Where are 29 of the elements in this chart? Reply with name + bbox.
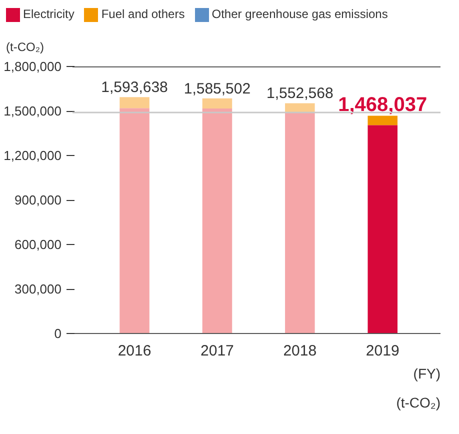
- x-axis-title: (FY): [413, 366, 441, 382]
- bar: [285, 103, 315, 112]
- bar: [368, 116, 398, 126]
- total-label: 1,585,502: [184, 80, 251, 98]
- total-label: 1,593,638: [101, 79, 168, 96]
- y-axis-title: (t-CO₂): [6, 38, 45, 56]
- x-tick-label: 2017: [200, 342, 234, 360]
- bar: [202, 98, 232, 108]
- total-label: 1,468,037: [338, 94, 428, 116]
- y-tick-label: 1,800,000: [4, 59, 62, 74]
- text: (t-CO₂): [396, 394, 440, 410]
- x-tick-label: 2018: [283, 342, 317, 360]
- x-tick-label: 2019: [366, 342, 400, 360]
- y-tick-label: 1,500,000: [4, 104, 62, 118]
- bar: [285, 112, 315, 334]
- bar: [120, 108, 150, 334]
- y-tick-label: 300,000: [14, 282, 62, 296]
- y-tick-label: 900,000: [14, 192, 62, 208]
- bar: [120, 97, 150, 108]
- total-label: 1,552,568: [266, 85, 334, 102]
- y-tick-label: 0: [54, 326, 62, 341]
- y-tick-label: 1,200,000: [4, 148, 62, 163]
- bar: [202, 108, 232, 334]
- legend-label: Electricity: [23, 6, 74, 23]
- bar: [368, 125, 398, 334]
- legend-label: Fuel and others: [101, 6, 185, 23]
- x-tick-label: 2016: [118, 342, 152, 360]
- y-tick-label: 600,000: [14, 237, 62, 252]
- legend-label: Other greenhouse gas emissions: [212, 6, 388, 23]
